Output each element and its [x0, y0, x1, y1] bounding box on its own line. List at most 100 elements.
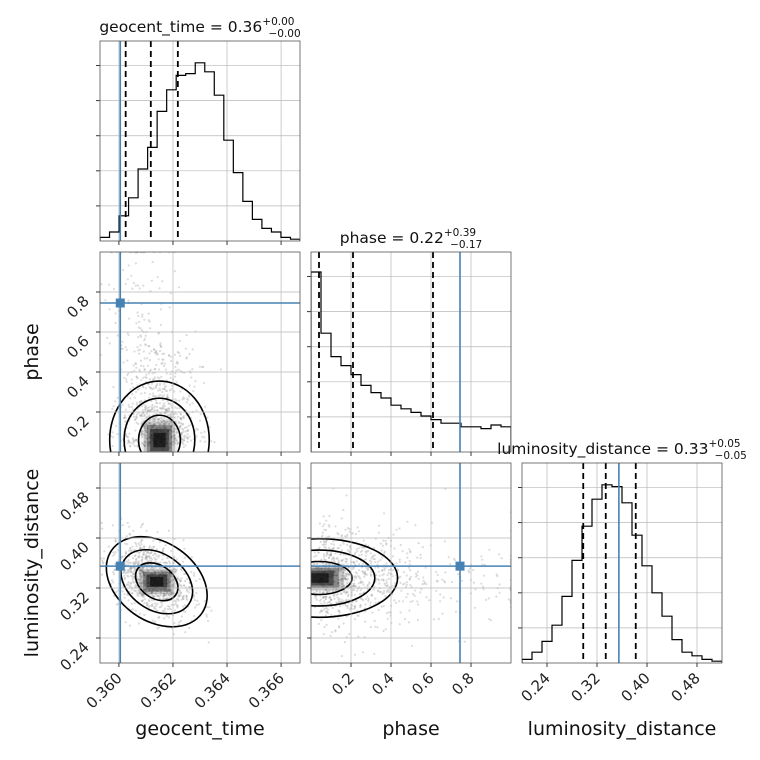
sample-point	[149, 434, 152, 437]
sample-point	[153, 376, 156, 379]
sample-point	[145, 405, 148, 408]
sample-point	[166, 575, 169, 578]
sample-point	[130, 602, 133, 605]
sample-point	[124, 416, 127, 419]
sample-point	[155, 429, 158, 432]
density-cell	[150, 576, 164, 587]
sample-point	[137, 560, 140, 563]
sample-point	[329, 597, 332, 600]
sample-point	[184, 444, 187, 447]
sample-point	[185, 594, 188, 597]
sample-point	[152, 392, 155, 395]
sample-point	[145, 529, 148, 533]
sample-point	[138, 551, 141, 554]
sample-point	[150, 409, 153, 412]
sample-point	[343, 576, 347, 579]
sample-point	[184, 434, 187, 437]
sample-point	[150, 572, 153, 575]
sample-point	[128, 444, 131, 447]
sample-point	[148, 393, 152, 396]
sample-point	[182, 597, 185, 601]
sample-point	[157, 570, 160, 573]
sample-point	[372, 588, 375, 591]
sample-point	[419, 591, 422, 594]
sample-point	[332, 589, 335, 592]
sample-point	[143, 318, 146, 321]
sample-point	[128, 525, 131, 528]
panel-frame	[99, 462, 301, 664]
sample-point	[183, 547, 186, 550]
sample-point	[341, 578, 344, 581]
sample-point	[127, 584, 130, 587]
sample-point	[140, 433, 143, 436]
sample-point	[198, 365, 201, 368]
sample-point	[384, 566, 387, 569]
sample-point	[342, 542, 345, 545]
sample-point	[372, 546, 376, 550]
sample-point	[361, 598, 364, 601]
sample-point	[188, 626, 191, 630]
sample-point	[107, 433, 110, 436]
sample-point	[131, 393, 134, 396]
sample-point	[155, 604, 158, 608]
sample-point	[439, 600, 442, 603]
sample-point	[181, 441, 184, 444]
sample-point	[339, 553, 342, 556]
sample-point	[114, 539, 117, 543]
sample-point	[165, 582, 168, 585]
sample-point	[420, 588, 423, 591]
sample-point	[173, 603, 176, 606]
sample-point	[182, 428, 185, 431]
sample-point	[158, 567, 161, 570]
sample-point	[178, 589, 181, 592]
sample-point	[129, 445, 132, 448]
sample-point	[134, 362, 138, 365]
sample-point	[143, 602, 146, 605]
sample-point	[342, 553, 345, 556]
sample-point	[401, 550, 404, 553]
sample-point	[108, 283, 111, 286]
sample-point	[177, 442, 180, 445]
sample-point	[163, 589, 166, 592]
sample-point	[173, 434, 176, 437]
sample-point	[146, 590, 149, 593]
sample-point	[173, 582, 176, 586]
sample-point	[123, 414, 126, 417]
sample-point	[210, 609, 213, 612]
sample-point	[148, 557, 151, 560]
sample-point	[325, 539, 328, 543]
sample-point	[136, 311, 139, 314]
sample-point	[163, 426, 166, 429]
sample-point	[141, 415, 144, 418]
sample-point	[316, 551, 320, 554]
sample-point	[155, 351, 158, 354]
sample-point	[348, 551, 352, 554]
sample-point	[185, 334, 188, 337]
x-tick-label: 0.362	[137, 669, 180, 712]
y-tick-label: 0.24	[56, 638, 92, 674]
sample-point	[169, 574, 172, 578]
sample-point	[159, 349, 162, 353]
sample-point	[152, 417, 155, 420]
sample-point	[392, 575, 395, 578]
sample-point	[321, 596, 325, 599]
sample-point	[330, 558, 334, 561]
sample-point	[158, 423, 162, 426]
sample-point	[382, 578, 385, 581]
sample-point	[160, 375, 163, 378]
panel-2d-phase-luminosity_distance	[311, 463, 511, 663]
sample-point	[358, 593, 361, 596]
sample-point	[131, 571, 134, 574]
sample-point	[156, 409, 159, 412]
contour-level-1	[311, 560, 353, 596]
sample-point	[192, 594, 196, 597]
sample-point	[187, 437, 190, 440]
sample-point	[325, 562, 328, 566]
sample-point	[204, 440, 207, 443]
sample-point	[330, 613, 333, 617]
sample-point	[159, 591, 162, 594]
sample-point	[148, 422, 151, 425]
sample-point	[329, 573, 332, 576]
sample-point	[452, 557, 456, 560]
sample-point	[134, 362, 137, 365]
